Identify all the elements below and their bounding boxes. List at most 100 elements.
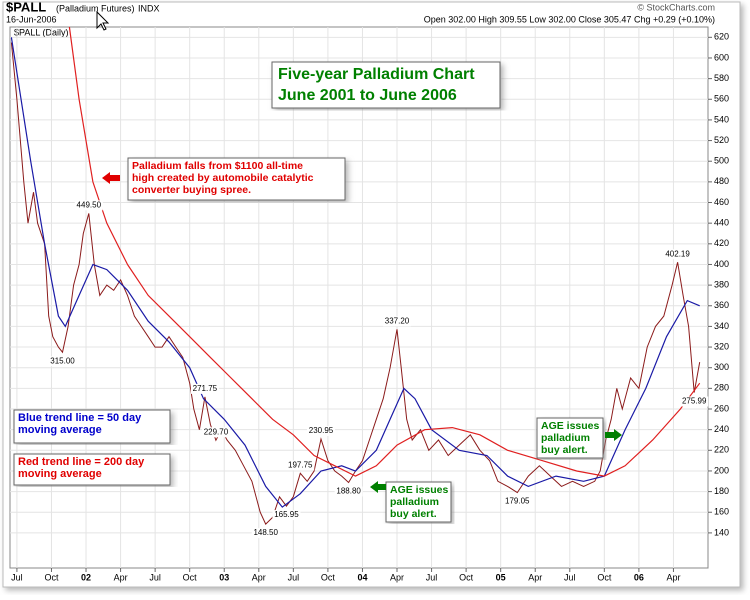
- date: 16-Jun-2006: [6, 14, 57, 24]
- source: © StockCharts.com: [637, 2, 715, 12]
- x-tick-label: Oct: [597, 572, 612, 582]
- x-tick-label: 06: [634, 572, 644, 582]
- annotation: Palladium falls from $1100 all-timehigh …: [127, 157, 346, 201]
- point-label-text: 337.20: [385, 316, 410, 325]
- annotation-text: palladium: [390, 496, 439, 508]
- annotation-text: Red trend line = 200 day: [18, 456, 145, 468]
- x-tick-label: Oct: [321, 572, 336, 582]
- point-label-text: 449.50: [77, 200, 102, 209]
- point-label: 337.20: [383, 316, 412, 327]
- title: Five-year Palladium Chart: [278, 66, 475, 83]
- point-label-text: 315.00: [50, 356, 75, 365]
- label-bg: [48, 356, 77, 367]
- label-bg: [663, 249, 692, 260]
- annotation-text: palladium: [541, 432, 590, 444]
- y-tick-label: 440: [714, 218, 729, 228]
- label-bg: [306, 425, 335, 436]
- point-label-text: 271.75: [193, 384, 218, 393]
- x-tick-label: Apr: [528, 572, 542, 582]
- title-bg: [271, 61, 501, 109]
- x-tick-label: Jul: [288, 572, 300, 582]
- point-label: 271.75: [190, 383, 219, 394]
- panel-label: $PALL (Daily): [14, 27, 69, 37]
- series-line: [10, 42, 701, 525]
- label-bg: [503, 496, 532, 507]
- y-tick-label: 320: [714, 341, 729, 351]
- y-tick-label: 240: [714, 424, 729, 434]
- x-tick-label: Apr: [114, 572, 128, 582]
- y-tick-label: 460: [714, 197, 729, 207]
- exchange: INDX: [138, 3, 160, 13]
- annotation-text: Palladium falls from $1100 all-time: [132, 160, 303, 172]
- x-tick-label: 05: [496, 572, 506, 582]
- y-tick-label: 140: [714, 527, 729, 537]
- label-bg: [201, 427, 230, 438]
- y-tick-label: 360: [714, 300, 729, 310]
- annotation-text: Blue trend line = 50 day: [18, 412, 142, 424]
- label-bg: [334, 486, 363, 497]
- series-line: [68, 26, 701, 477]
- point-label-text: 402.19: [665, 249, 690, 258]
- label-bg: [680, 396, 709, 407]
- point-label: 197.75: [286, 460, 315, 471]
- x-tick-label: 04: [357, 572, 367, 582]
- point-label-text: 188.80: [336, 487, 361, 496]
- annotation-bg: [385, 481, 452, 523]
- point-label: 165.95: [272, 510, 301, 521]
- title: June 2001 to June 2006: [278, 87, 457, 104]
- annotation-text: buy alert.: [390, 508, 437, 520]
- y-tick-label: 200: [714, 465, 729, 475]
- cursor: [96, 10, 110, 31]
- x-tick-label: Apr: [252, 572, 266, 582]
- y-tick-label: 340: [714, 321, 729, 331]
- y-tick-label: 260: [714, 403, 729, 413]
- annotation-text: high created by automobile catalytic: [132, 172, 314, 184]
- annotation-bg: [536, 417, 604, 459]
- point-label-text: 230.95: [309, 426, 334, 435]
- x-tick-label: Jul: [426, 572, 438, 582]
- x-tick-label: 02: [81, 572, 91, 582]
- instrument: (Palladium Futures): [56, 3, 135, 13]
- annotation-text: buy alert.: [541, 444, 588, 456]
- annotation-text: moving average: [18, 468, 102, 480]
- label-bg: [190, 383, 219, 394]
- y-tick-label: 180: [714, 486, 729, 496]
- label-bg: [74, 200, 103, 211]
- point-label: 315.00: [48, 356, 77, 367]
- point-label: 449.50: [74, 200, 103, 211]
- x-tick-label: Oct: [44, 572, 59, 582]
- y-tick-label: 620: [714, 32, 729, 42]
- label-bg: [286, 460, 315, 471]
- x-tick-label: Jul: [11, 572, 23, 582]
- quote: Open 302.00 High 309.55 Low 302.00 Close…: [424, 14, 715, 24]
- point-label: 148.50: [251, 528, 280, 539]
- label-bg: [251, 528, 280, 539]
- annotation-text: AGE issues: [541, 420, 600, 432]
- y-tick-label: 300: [714, 362, 729, 372]
- x-tick-label: Apr: [666, 572, 680, 582]
- y-tick-label: 420: [714, 238, 729, 248]
- y-tick-label: 280: [714, 383, 729, 393]
- arrow: [605, 429, 622, 441]
- y-tick-label: 400: [714, 259, 729, 269]
- label-bg: [383, 316, 412, 327]
- y-tick-label: 160: [714, 507, 729, 517]
- point-label-text: 197.75: [288, 460, 313, 469]
- label-bg: [272, 510, 301, 521]
- symbol: $PALL: [6, 0, 46, 14]
- title-box: Five-year Palladium Chart June 2001 to Ju…: [271, 61, 501, 109]
- y-tick-label: 500: [714, 156, 729, 166]
- x-tick-label: Oct: [183, 572, 198, 582]
- arrow: [370, 481, 386, 493]
- series-line: [10, 37, 700, 508]
- y-tick-label: 560: [714, 94, 729, 104]
- annotation-text: AGE issues: [390, 484, 449, 496]
- annotation-bg: [13, 409, 171, 444]
- point-label: 275.99: [680, 396, 709, 407]
- y-tick-label: 380: [714, 279, 729, 289]
- point-label-text: 229.70: [204, 427, 229, 436]
- point-label: 230.95: [306, 425, 335, 436]
